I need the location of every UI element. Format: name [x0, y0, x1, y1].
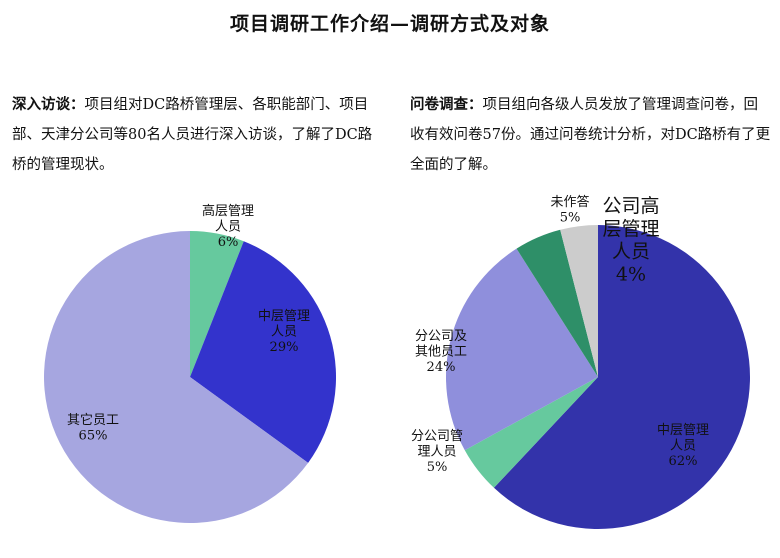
- slice-label-1: 高层管理人员 6%: [202, 203, 254, 250]
- slice-label-1: 中层管理人员 62%: [657, 423, 709, 469]
- slice-label-2: 中层管理人员 29%: [258, 309, 310, 355]
- survey-description: 问卷调查：项目组向各级人员发放了管理调查问卷，回收有效问卷57份。通过问卷统计分…: [410, 90, 772, 180]
- slice-label-3: 其它员工 65%: [67, 412, 119, 444]
- survey-body: 项目组向各级人员发放了管理调查问卷，回收有效问卷57份。通过问卷统计分析，对DC…: [410, 97, 771, 173]
- pie-slice-3: [445, 248, 598, 451]
- survey-heading: 问卷调查：: [410, 96, 483, 113]
- pie-slice-4: [516, 229, 598, 377]
- interview-body: 项目组对DC路桥管理层、各职能部门、项目部、天津分公司等80名人员进行深入访谈，…: [12, 97, 373, 173]
- interview-description: 深入访谈：项目组对DC路桥管理层、各职能部门、项目部、天津分公司等80名人员进行…: [12, 90, 382, 180]
- slice-label-2: 分公司管理人员 5%: [411, 429, 463, 475]
- interview-pie-chart: 高层管理人员 6% 中层管理人员 29% 其它员工 65%: [44, 203, 337, 524]
- pie-slice-2: [464, 377, 598, 488]
- pie-slice-1: [190, 231, 244, 377]
- survey-pie-chart: 中层管理人员 62% 分公司管理人员 5% 分公司及其他员工 24% 未作答 5% 公司高层管理…: [411, 194, 751, 529]
- pie-slice-2: [190, 241, 337, 463]
- slice-label-3: 分公司及其他员工 24%: [415, 329, 467, 375]
- slice-label-5: 公司高层管理人员 4%: [602, 195, 659, 285]
- pie-slice-5: [560, 225, 598, 377]
- pie-slice-1: [493, 224, 751, 529]
- slice-label-4: 未作答 5%: [550, 194, 589, 226]
- page-title: 项目调研工作介绍—调研方式及对象: [229, 13, 550, 35]
- pie-slice-3: [44, 231, 309, 524]
- interview-heading: 深入访谈：: [12, 96, 85, 113]
